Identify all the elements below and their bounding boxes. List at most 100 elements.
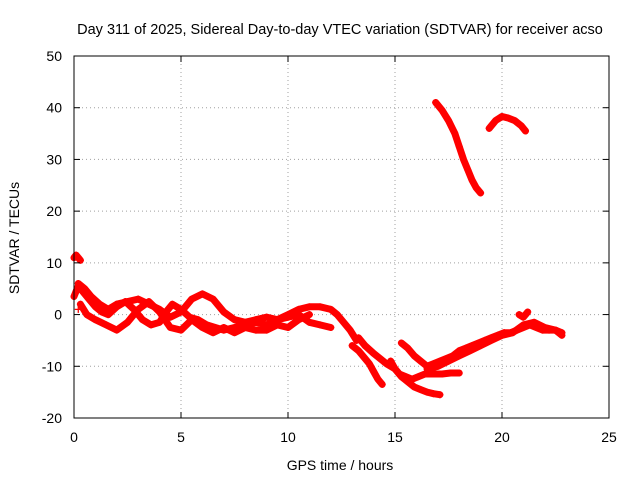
data-point xyxy=(477,342,485,350)
data-point xyxy=(387,357,395,365)
data-point xyxy=(498,331,506,339)
data-point xyxy=(231,329,238,337)
data-point xyxy=(509,329,517,337)
data-point xyxy=(492,117,500,125)
data-point xyxy=(241,324,249,331)
data-point xyxy=(519,321,527,329)
data-point xyxy=(374,375,382,383)
data-point xyxy=(305,318,313,326)
data-point xyxy=(134,305,142,313)
data-point xyxy=(361,355,369,363)
data-point xyxy=(231,316,238,324)
data-point xyxy=(397,339,405,347)
series-trace xyxy=(432,99,485,197)
series-arc-high xyxy=(432,99,485,197)
data-point xyxy=(295,316,303,324)
data-point xyxy=(83,311,91,319)
data-point xyxy=(284,313,292,321)
series-trace xyxy=(70,251,84,264)
data-point xyxy=(445,357,452,365)
data-point xyxy=(378,380,386,388)
data-point xyxy=(188,295,196,303)
chart-title: Day 311 of 2025, Sidereal Day-to-day VTE… xyxy=(77,22,603,38)
data-point xyxy=(284,324,292,331)
data-point xyxy=(348,342,356,350)
data-point xyxy=(91,316,99,324)
data-point xyxy=(410,352,418,360)
data-point xyxy=(423,388,431,396)
data-point xyxy=(430,390,438,398)
data-point xyxy=(466,347,474,355)
data-point xyxy=(252,326,260,334)
data-point xyxy=(305,311,313,319)
data-point xyxy=(361,342,369,350)
data-point xyxy=(340,318,348,326)
data-point xyxy=(145,298,153,306)
data-point xyxy=(76,256,84,264)
data-point xyxy=(104,305,112,313)
series-early-spike xyxy=(70,251,84,264)
data-point xyxy=(459,155,467,163)
data-point xyxy=(376,355,384,363)
data-point xyxy=(472,184,480,192)
data-point xyxy=(438,370,446,378)
series-night-c xyxy=(76,298,313,337)
data-point xyxy=(519,313,527,321)
data-point xyxy=(198,290,206,298)
y-axis-label: SDTVAR / TECUs xyxy=(6,182,22,294)
data-point xyxy=(391,365,399,373)
x-tick-label: 20 xyxy=(494,429,510,445)
data-point xyxy=(124,318,131,326)
series-recovery-b xyxy=(423,318,566,373)
series-dip-b xyxy=(387,357,463,383)
x-tick-label: 10 xyxy=(280,429,296,445)
series-descent xyxy=(348,342,386,388)
data-point xyxy=(252,316,260,324)
data-point xyxy=(102,321,110,329)
data-point xyxy=(327,305,335,313)
data-point xyxy=(530,318,538,326)
data-point xyxy=(515,311,523,319)
data-point xyxy=(517,122,525,130)
data-point xyxy=(468,176,476,184)
data-point xyxy=(76,300,84,308)
data-point xyxy=(370,367,378,375)
series-trace xyxy=(423,318,566,373)
y-tick-label: 30 xyxy=(46,151,62,167)
data-point xyxy=(408,375,416,383)
y-tick-label: -20 xyxy=(42,410,62,426)
data-point xyxy=(423,365,431,373)
data-point xyxy=(124,298,131,306)
data-point xyxy=(455,143,463,150)
data-point xyxy=(87,292,95,300)
data-point xyxy=(138,316,146,324)
data-point xyxy=(464,166,472,174)
data-point xyxy=(451,130,459,138)
y-tick-label: 40 xyxy=(46,100,62,116)
data-point xyxy=(522,127,530,135)
data-point xyxy=(404,344,412,352)
data-point xyxy=(455,352,463,360)
data-marks xyxy=(70,99,566,399)
data-point xyxy=(438,106,446,114)
axis-ticks: 0 5 10 15 20 25 -20 -10 0 10 20 30 40 50 xyxy=(42,48,617,445)
data-point xyxy=(273,321,281,329)
data-point xyxy=(541,324,549,331)
data-point xyxy=(504,114,512,122)
data-point xyxy=(113,300,121,308)
data-point xyxy=(113,326,121,334)
data-point xyxy=(477,189,485,197)
data-point xyxy=(333,311,341,319)
data-point xyxy=(263,313,271,321)
data-point xyxy=(395,370,403,378)
data-point xyxy=(511,117,519,125)
data-point xyxy=(455,369,463,377)
data-point xyxy=(365,360,373,368)
data-point xyxy=(410,383,418,391)
data-point xyxy=(209,295,217,303)
data-point xyxy=(263,326,271,334)
data-point xyxy=(177,326,185,334)
data-point xyxy=(327,324,335,331)
data-point xyxy=(355,334,363,342)
